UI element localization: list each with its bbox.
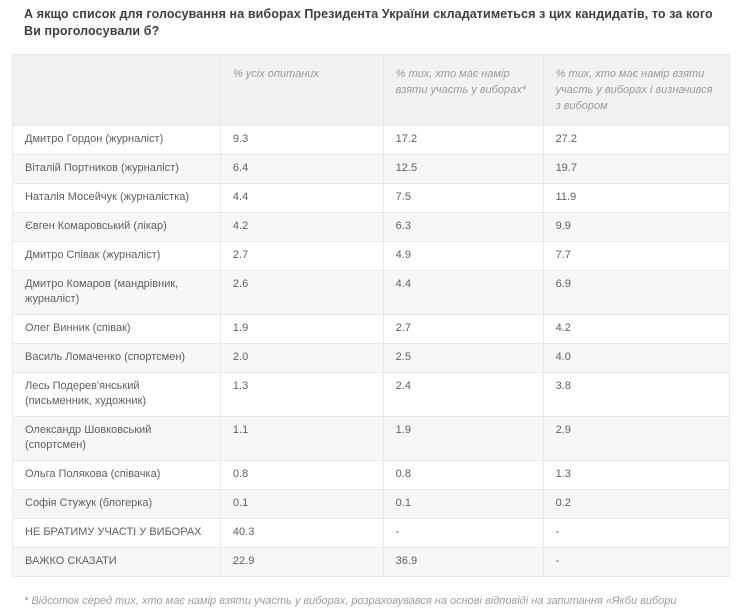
header-row: % усіх опитаних % тих, хто має намір взя… (12, 53, 731, 126)
value-cell: 12.5 (382, 153, 544, 184)
candidate-name-cell: НЕ БРАТИМУ УЧАСТІ У ВИБОРАХ (12, 517, 221, 548)
value-cell: 2.7 (219, 240, 384, 271)
candidate-name-cell: Дмитро Комаров (мандрівник, журналіст) (12, 269, 221, 315)
value-cell: - (542, 546, 731, 577)
value-cell: 11.9 (542, 182, 731, 213)
value-cell: 2.7 (382, 313, 544, 344)
table-row: Євген Комаровський (лікар) 4.2 6.3 9.9 (12, 211, 731, 242)
candidate-name-cell: Дмитро Гордон (журналіст) (12, 124, 221, 155)
candidate-name-cell: Віталій Портников (журналіст) (12, 153, 221, 184)
column-header-all-respondents: % усіх опитаних (219, 53, 384, 126)
value-cell: 6.4 (219, 153, 384, 184)
value-cell: 4.2 (542, 313, 731, 344)
value-cell: 1.9 (382, 415, 544, 461)
value-cell: 0.1 (382, 488, 544, 519)
value-cell: 3.8 (542, 371, 731, 417)
value-cell: 19.7 (542, 153, 731, 184)
column-header-decided-voters: % тих, хто має намір взяти участь у вибо… (542, 53, 731, 126)
value-cell: 6.3 (382, 211, 544, 242)
table-row: Ольга Полякова (співачка) 0.8 0.8 1.3 (12, 459, 731, 490)
table-row: Василь Ломаченко (спортсмен) 2.0 2.5 4.0 (12, 342, 731, 373)
value-cell: 2.4 (382, 371, 544, 417)
candidate-name-cell: Софія Стужук (блогерка) (12, 488, 221, 519)
value-cell: 4.2 (219, 211, 384, 242)
table-row: Софія Стужук (блогерка) 0.1 0.1 0.2 (12, 488, 731, 519)
value-cell: 2.9 (542, 415, 731, 461)
value-cell: 0.8 (382, 459, 544, 490)
value-cell: 40.3 (219, 517, 384, 548)
value-cell: 2.5 (382, 342, 544, 373)
value-cell: 17.2 (382, 124, 544, 155)
candidate-name-cell: Олександр Шовковський (спортсмен) (12, 415, 221, 461)
table-row: Дмитро Гордон (журналіст) 9.3 17.2 27.2 (12, 124, 731, 155)
value-cell: 1.9 (219, 313, 384, 344)
value-cell: 22.9 (219, 546, 384, 577)
value-cell: - (382, 517, 544, 548)
value-cell: 0.1 (219, 488, 384, 519)
value-cell: 36.9 (382, 546, 544, 577)
value-cell: - (542, 517, 731, 548)
table-row: Дмитро Комаров (мандрівник, журналіст) 2.… (12, 269, 731, 315)
candidate-name-cell: Василь Ломаченко (спортсмен) (12, 342, 221, 373)
table-row: Лесь Подерев'янський (письменник, художн… (12, 371, 731, 417)
column-header-candidate (12, 53, 221, 126)
value-cell: 4.0 (542, 342, 731, 373)
value-cell: 0.8 (219, 459, 384, 490)
value-cell: 27.2 (542, 124, 731, 155)
poll-results-table: % усіх опитаних % тих, хто має намір взя… (12, 53, 731, 577)
candidate-name-cell: Ольга Полякова (співачка) (12, 459, 221, 490)
table-row: Наталія Мосейчук (журналістка) 4.4 7.5 11.9 (12, 182, 731, 213)
candidate-name-cell: Олег Винник (співак) (12, 313, 221, 344)
candidate-name-cell: ВАЖКО СКАЗАТИ (12, 546, 221, 577)
table-body: Дмитро Гордон (журналіст) 9.3 17.2 27.2 Віта… (12, 124, 731, 577)
candidate-name-cell: Дмитро Співак (журналіст) (12, 240, 221, 271)
candidate-name-cell: Наталія Мосейчук (журналістка) (12, 182, 221, 213)
table-row: Дмитро Співак (журналіст) 2.7 4.9 7.7 (12, 240, 731, 271)
value-cell: 7.7 (542, 240, 731, 271)
column-header-intend-to-vote: % тих, хто має намір взяти участь у вибо… (382, 53, 544, 126)
value-cell: 2.0 (219, 342, 384, 373)
table-row: НЕ БРАТИМУ УЧАСТІ У ВИБОРАХ 40.3- - (12, 517, 731, 548)
table-header: % усіх опитаних % тих, хто має намір взя… (12, 53, 731, 126)
value-cell: 1.3 (219, 371, 384, 417)
value-cell: 0.2 (542, 488, 731, 519)
candidate-name-cell: Лесь Подерев'янський (письменник, художн… (12, 371, 221, 417)
table-row: ВАЖКО СКАЗАТИ 22.9 36.9- (12, 546, 731, 577)
table-row: Віталій Портников (журналіст) 6.4 12.5 19.7 (12, 153, 731, 184)
value-cell: 9.9 (542, 211, 731, 242)
value-cell: 9.3 (219, 124, 384, 155)
value-cell: 6.9 (542, 269, 731, 315)
page-title: А якщо список для голосування на виборах… (24, 7, 713, 38)
value-cell: 1.3 (542, 459, 731, 490)
value-cell: 4.4 (382, 269, 544, 315)
value-cell: 4.4 (219, 182, 384, 213)
table-row: Олександр Шовковський (спортсмен) 1.1 1.9 2… (12, 415, 731, 461)
value-cell: 2.6 (219, 269, 384, 315)
table-row: Олег Винник (співак) 1.9 2.7 4.2 (12, 313, 731, 344)
footnote: * Відсоток серед тих, хто має намір взят… (24, 594, 677, 607)
value-cell: 4.9 (382, 240, 544, 271)
value-cell: 1.1 (219, 415, 384, 461)
candidate-name-cell: Євген Комаровський (лікар) (12, 211, 221, 242)
value-cell: 7.5 (382, 182, 544, 213)
